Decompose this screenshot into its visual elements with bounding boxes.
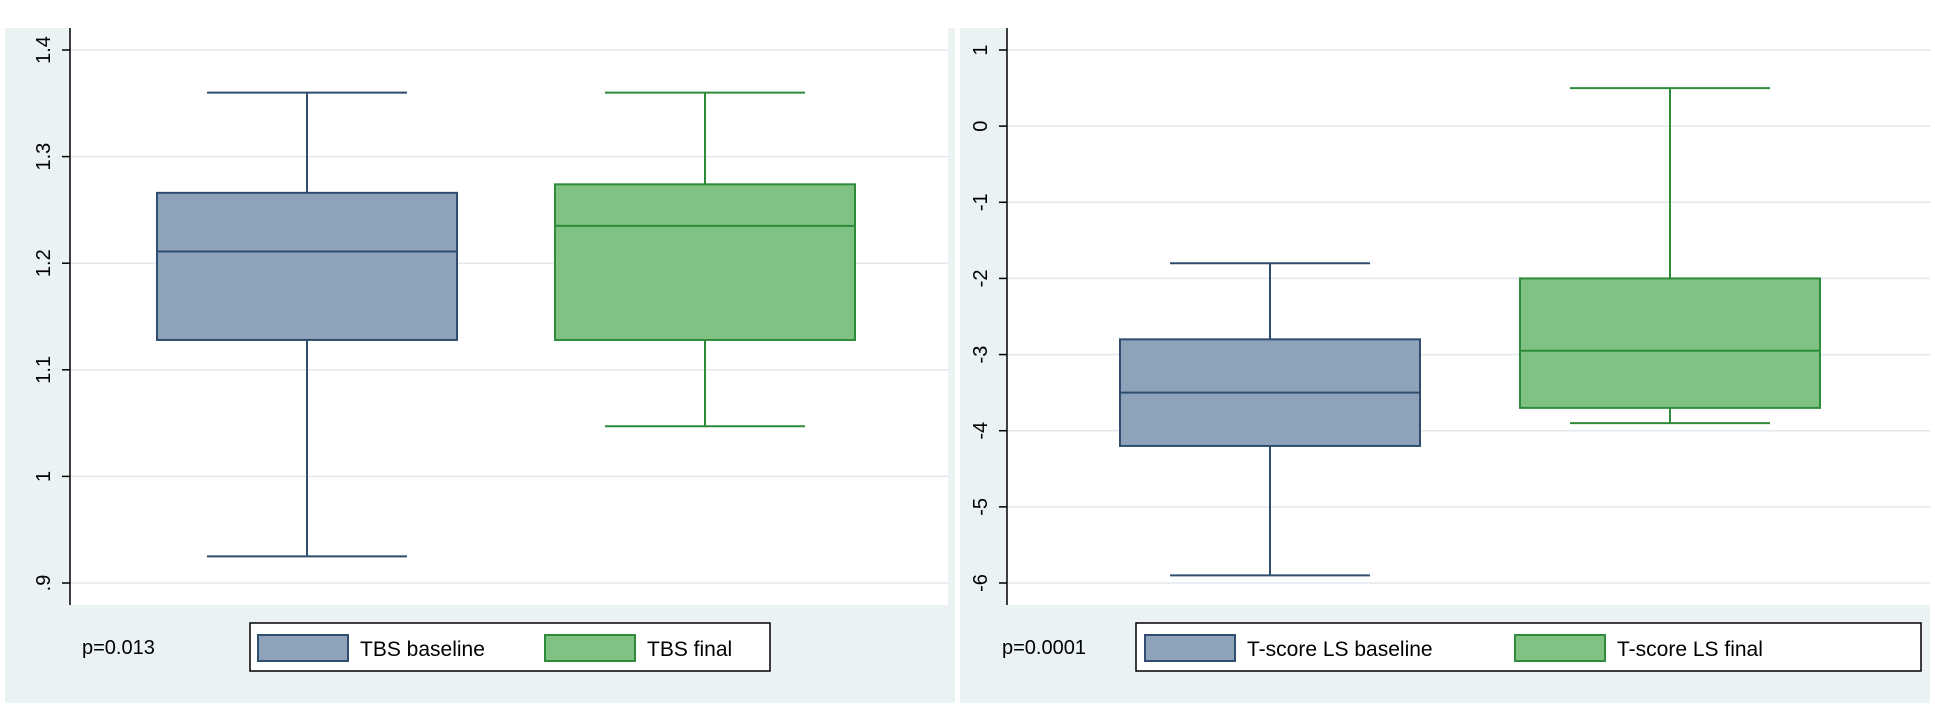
legend-swatch [257,634,349,662]
box-body [1519,277,1821,409]
y-tick-label: 1.3 [33,143,55,171]
y-tick-label: 1.4 [33,36,55,64]
box-body [156,191,458,341]
box-body [554,183,856,341]
y-tick-label: 1.2 [33,249,55,277]
y-tick-label: -1 [970,193,992,211]
p-value-label: p=0.0001 [1002,637,1086,659]
y-tick-label: -2 [970,270,992,288]
y-tick-label: -6 [970,574,992,592]
legend-label: TBS baseline [360,638,485,661]
y-tick-label: -4 [970,422,992,440]
y-tick-label: -3 [970,346,992,364]
chart-panel-2: -6 -5 -4 -3 -2 -1 0 1 p=0.0001 T-score LS baselin… [960,28,1930,703]
legend-swatch [1144,634,1236,662]
chart-panel-1: .9 1 1.1 1.2 1.3 1.4 p=0.013 TBS baseline TBS fi… [5,28,955,703]
y-tick-label: 1.1 [33,356,55,384]
box-2 [1519,87,1821,425]
y-tick-label: 1 [33,471,55,482]
legend: T-score LS baseline T-score LS final [1135,622,1922,672]
legend-label: T-score LS final [1617,638,1763,661]
y-tick-label: .9 [33,575,55,592]
box-2 [554,91,856,428]
legend-label: T-score LS baseline [1247,638,1433,661]
legend: TBS baseline TBS final [249,622,771,672]
box-1 [156,91,458,558]
legend-swatch [544,634,636,662]
p-value-label: p=0.013 [82,637,155,659]
y-tick-label: 0 [970,121,992,132]
y-tick-label: 1 [970,44,992,55]
y-tick-label: -5 [970,498,992,516]
box-1 [1119,262,1421,577]
legend-swatch [1514,634,1606,662]
legend-label: TBS final [647,638,732,661]
